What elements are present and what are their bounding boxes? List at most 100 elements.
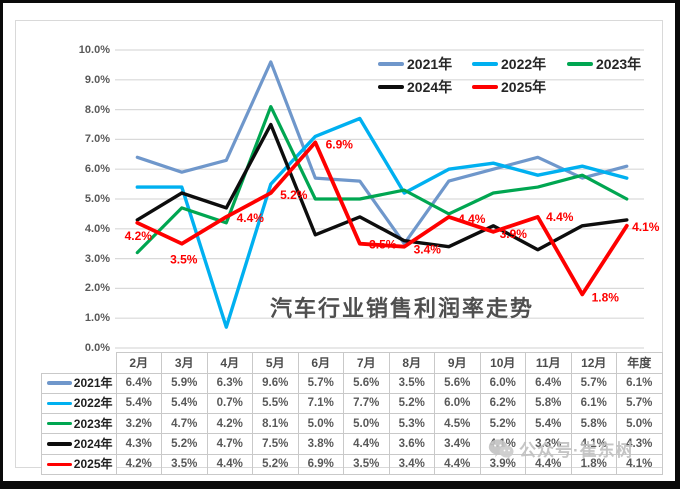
table-column-header: 4月 bbox=[206, 352, 253, 374]
y-axis-tick-label: 8.0% bbox=[84, 103, 110, 116]
series-line-2022年 bbox=[135, 116, 629, 329]
table-row-swatch bbox=[46, 401, 72, 406]
y-axis-tick-label: 6.0% bbox=[84, 163, 110, 176]
y-axis-tick-label: 9.0% bbox=[84, 73, 110, 86]
table-row-series-name: 2025年 bbox=[73, 457, 113, 472]
data-table: 2月 3月 4月 5月 6月 7月 8月 9月 10月 11月 12月 年度 2021年 6.4% 5.9%… bbox=[41, 352, 663, 475]
legend-label: 2022年 bbox=[501, 56, 547, 72]
table-row-2025年: 2025年 4.2% 3.5% 4.4% 5.2% 6.9% 3.5% 3.4% 4.4% 3.9… bbox=[41, 453, 663, 475]
y-axis-tick-label: 1.0% bbox=[84, 312, 110, 325]
table-row-series-name: 2023年 bbox=[73, 416, 113, 431]
table-row-swatch bbox=[46, 462, 72, 467]
table-value-cell: 4.7% bbox=[161, 413, 208, 435]
table-value-cell: 5.2% bbox=[252, 453, 299, 475]
table-row-series-name: 2022年 bbox=[73, 396, 113, 411]
table-value-cell: 5.4% bbox=[525, 413, 572, 435]
legend-label: 2024年 bbox=[407, 79, 453, 95]
table-row-label: 2024年 bbox=[41, 433, 117, 455]
table-column-header: 10月 bbox=[479, 352, 526, 374]
table-value-cell: 5.2% bbox=[479, 413, 526, 435]
table-value-cell: 3.6% bbox=[388, 433, 435, 455]
table-row-2022年: 2022年 5.4% 5.4% 0.7% 5.5% 7.1% 7.7% 5.2% 6.0% 6.2… bbox=[41, 392, 663, 415]
table-value-cell: 6.9% bbox=[297, 453, 344, 475]
legend-label: 2023年 bbox=[596, 56, 642, 72]
table-column-header: 2月 bbox=[115, 352, 162, 374]
table-value-cell: 0.7% bbox=[206, 392, 253, 415]
table-row-2024年: 2024年4.3%5.2%4.7%7.5%3.8%4.4%3.6%3.4%4.1… bbox=[41, 433, 663, 455]
table-value-cell: 3.5% bbox=[343, 453, 390, 475]
table-row-2023年: 2023年 3.2% 4.7% 4.2% 8.1% 5.0% 5.0% 5.3% 4.5% 5.2… bbox=[41, 413, 663, 435]
table-value-cell: 8.1% bbox=[252, 413, 299, 435]
table-header-row: 2月 3月 4月 5月 6月 7月 8月 9月 10月 11月 12月 年度 bbox=[42, 352, 663, 374]
y-axis-tick-label: 3.0% bbox=[84, 252, 110, 265]
data-label: 4.1% bbox=[632, 220, 660, 234]
y-axis-tick-label: 2.0% bbox=[84, 282, 110, 295]
table-value-cell: 5.9% bbox=[161, 372, 208, 394]
data-labels-2025: 4.2% 3.5% 4.4% 5.2% 6.9% 3.5% 3.4% 4.4% 3.9% 4.4%… bbox=[125, 137, 660, 304]
table-value-cell: 1.8% bbox=[570, 453, 617, 475]
table-row-swatch bbox=[46, 381, 72, 385]
table-value-cell: 6.2% bbox=[479, 392, 526, 415]
table-value-cell: 5.0% bbox=[616, 413, 663, 435]
y-axis-tick-label: 0.0% bbox=[84, 342, 110, 354]
table-value-cell: 9.6% bbox=[252, 372, 299, 394]
table-column-header: 11月 bbox=[525, 352, 572, 374]
table-value-cell: 4.1% bbox=[616, 453, 663, 475]
table-row-swatch bbox=[46, 442, 72, 446]
table-column-header: 6月 bbox=[297, 352, 344, 374]
table-value-cell: 5.4% bbox=[115, 392, 162, 415]
table-value-cell: 5.7% bbox=[570, 372, 617, 394]
table-value-cell: 5.2% bbox=[161, 433, 208, 455]
table-value-cell: 5.5% bbox=[252, 392, 299, 415]
table-row-label: 2021年 bbox=[41, 372, 117, 394]
table-row-swatch bbox=[46, 421, 72, 426]
table-value-cell: 5.4% bbox=[161, 392, 208, 415]
table-value-cell: 5.3% bbox=[388, 413, 435, 435]
table-row-series-name: 2021年 bbox=[73, 376, 113, 391]
table-value-cell: 4.4% bbox=[525, 453, 572, 475]
chart-title: 汽车行业销售利润率走势 bbox=[269, 296, 535, 321]
series-line-2021年 bbox=[135, 60, 629, 246]
legend-item-2022年: 2022年 bbox=[472, 57, 546, 71]
table-value-cell: 6.4% bbox=[115, 372, 162, 394]
table-value-cell: 7.7% bbox=[343, 392, 390, 415]
table-value-cell: 5.6% bbox=[434, 372, 481, 394]
table-corner-cell bbox=[42, 353, 117, 374]
table-value-cell: 5.7% bbox=[297, 372, 344, 394]
table-column-header: 年度 bbox=[616, 352, 663, 374]
legend-item-2023年: 2023年 bbox=[567, 57, 641, 71]
table-row-series-name: 2024年 bbox=[73, 437, 113, 452]
table-value-cell: 7.5% bbox=[252, 433, 299, 455]
gridlines bbox=[115, 49, 644, 349]
y-axis-tick-label: 7.0% bbox=[84, 133, 110, 146]
table-row-label: 2022年 bbox=[41, 392, 117, 415]
table-value-cell: 4.4% bbox=[206, 453, 253, 475]
table-value-cell: 5.0% bbox=[343, 413, 390, 435]
table-row-label: 2023年 bbox=[41, 413, 117, 435]
data-label: 5.2% bbox=[280, 188, 308, 202]
y-axis-tick-label: 5.0% bbox=[84, 193, 110, 205]
table-value-cell: 5.2% bbox=[388, 392, 435, 415]
table-value-cell: 5.6% bbox=[343, 372, 390, 394]
table-value-cell: 4.7% bbox=[206, 433, 253, 455]
data-label: 3.4% bbox=[414, 243, 442, 257]
legend-item-2025年: 2025年 bbox=[472, 80, 546, 94]
table-value-cell: 3.2% bbox=[115, 413, 162, 435]
watermark-text: 公众号·崔东树 bbox=[519, 441, 634, 460]
table-value-cell: 6.0% bbox=[434, 392, 481, 415]
data-label: 4.4% bbox=[458, 212, 486, 226]
legend-swatch bbox=[378, 85, 404, 89]
legend-item-2021年: 2021年 bbox=[378, 57, 452, 71]
table-value-cell: 3.4% bbox=[388, 453, 435, 475]
table-value-cell: 6.0% bbox=[479, 372, 526, 394]
series-line-2025年 bbox=[135, 140, 629, 297]
watermark: 公众号·崔东树 bbox=[488, 436, 634, 461]
table-value-cell: 4.3% bbox=[115, 433, 162, 455]
table-column-header: 9月 bbox=[434, 352, 481, 374]
legend-swatch bbox=[378, 62, 404, 66]
table-value-cell: 4.2% bbox=[206, 413, 253, 435]
table-column-header: 5月 bbox=[252, 352, 299, 374]
table-value-cell: 4.4% bbox=[343, 433, 390, 455]
